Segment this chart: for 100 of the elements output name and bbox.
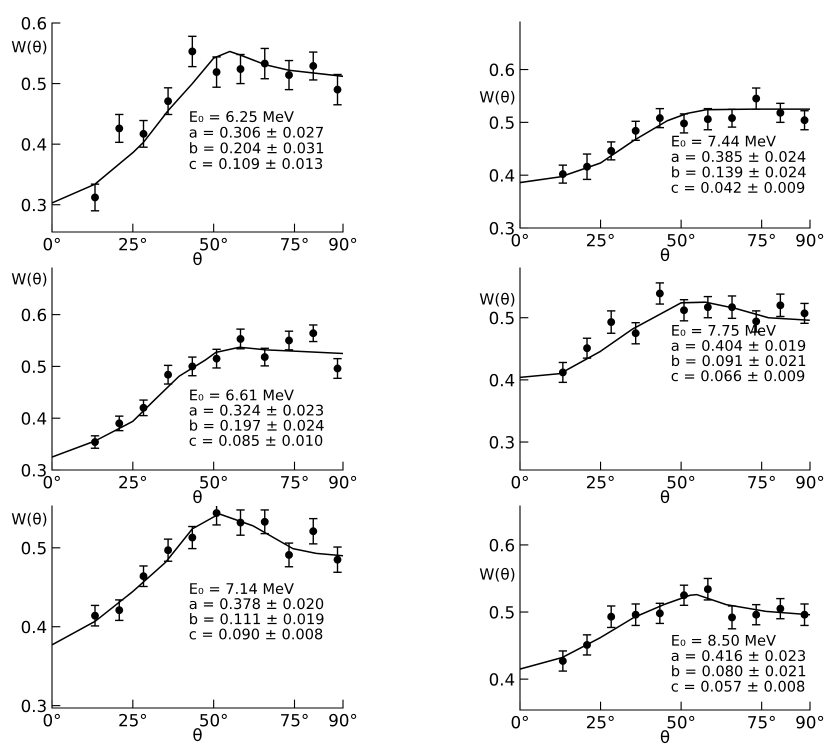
annotation: c = 0.042 ± 0.009	[672, 182, 804, 193]
x-tick-label: 75°	[748, 716, 775, 728]
point	[632, 610, 640, 619]
x-tick-label: 0°	[44, 476, 60, 488]
point	[91, 438, 99, 446]
annotation: c = 0.109 ± 0.013	[190, 158, 322, 170]
point	[236, 518, 244, 527]
point	[334, 556, 342, 564]
annotation: E₀ = 7.14 MeV	[190, 583, 294, 594]
point	[704, 585, 712, 594]
point	[334, 86, 342, 94]
y-axis-title: W(θ)	[12, 512, 46, 526]
x-tick-label: 50°	[668, 476, 694, 488]
y-tick-label: 0.6	[490, 538, 514, 552]
y-tick-label: 0.6	[22, 308, 46, 322]
point	[728, 303, 736, 312]
point	[800, 116, 808, 124]
x-tick-label: 0°	[512, 234, 528, 246]
point	[115, 419, 124, 428]
annotation: a = 0.416 ± 0.023	[672, 650, 806, 662]
point	[656, 290, 664, 298]
annotation: E₀ = 7.75 MeV	[672, 325, 776, 336]
y-tick-label: 0.4	[490, 673, 514, 686]
point	[558, 170, 567, 178]
point	[91, 612, 99, 620]
y-axis-title: W(θ)	[12, 40, 46, 54]
point	[656, 609, 664, 618]
annotation: a = 0.385 ± 0.024	[672, 151, 806, 162]
point	[260, 60, 269, 68]
point	[607, 146, 616, 155]
point	[656, 114, 664, 122]
y-tick-label: 0.5	[490, 116, 514, 129]
point	[752, 610, 760, 619]
x-axis-title: θ	[660, 490, 670, 504]
annotation: c = 0.066 ± 0.009	[672, 370, 804, 382]
x-tick-label: 50°	[200, 476, 227, 488]
point	[776, 301, 784, 310]
y-tick-label: 0.6	[490, 64, 514, 76]
point	[115, 124, 124, 132]
x-axis-title: θ	[193, 490, 202, 504]
point	[115, 606, 124, 614]
point	[632, 329, 640, 338]
x-tick-label: 50°	[668, 716, 694, 728]
y-tick-label: 0.6	[22, 16, 46, 30]
point	[140, 572, 148, 580]
x-tick-label: 25°	[119, 714, 146, 726]
y-axis-title: W(θ)	[12, 272, 46, 286]
annotation: b = 0.091 ± 0.021	[672, 354, 806, 366]
y-axis-title: W(θ)	[480, 568, 514, 582]
point	[212, 68, 221, 76]
point	[236, 65, 244, 73]
x-tick-label: 50°	[200, 238, 227, 250]
x-tick-label: 50°	[668, 234, 694, 246]
point	[728, 114, 736, 122]
point	[752, 318, 760, 326]
point	[800, 309, 808, 318]
point	[334, 364, 342, 372]
y-tick-label: 0.3	[22, 464, 46, 477]
x-tick-label: 25°	[587, 234, 614, 246]
x-tick-label: 50°	[200, 714, 227, 726]
y-tick-label: 0.5	[22, 542, 46, 554]
y-tick-label: 0.3	[490, 222, 514, 235]
point	[558, 368, 567, 376]
point	[776, 604, 784, 613]
point	[680, 591, 688, 600]
point	[164, 97, 172, 106]
x-tick-label: 90°	[796, 716, 824, 728]
y-tick-label: 0.4	[22, 620, 46, 634]
y-tick-label: 0.4	[490, 169, 514, 182]
annotation: b = 0.197 ± 0.024	[190, 420, 324, 431]
annotation: c = 0.090 ± 0.008	[190, 628, 322, 640]
y-axis-title: W(θ)	[480, 90, 514, 104]
point	[188, 362, 196, 370]
x-axis-title: θ	[193, 728, 202, 742]
y-tick-label: 0.5	[490, 606, 514, 619]
x-tick-label: 75°	[748, 476, 775, 488]
y-tick-label: 0.4	[22, 412, 46, 425]
annotation: a = 0.306 ± 0.027	[190, 126, 323, 138]
y-tick-label: 0.5	[22, 360, 46, 373]
annotation: c = 0.085 ± 0.010	[190, 434, 322, 446]
point	[188, 534, 196, 542]
y-tick-label: 0.3	[490, 436, 514, 449]
annotation: a = 0.378 ± 0.020	[190, 598, 324, 610]
point	[607, 612, 616, 621]
point	[583, 162, 591, 171]
y-tick-label: 0.5	[490, 312, 514, 324]
point	[752, 94, 760, 103]
point	[285, 550, 293, 559]
point	[285, 71, 293, 80]
point	[704, 115, 712, 124]
point	[212, 354, 221, 363]
point	[285, 336, 293, 344]
annotation: E₀ = 8.50 MeV	[672, 634, 776, 646]
annotation: E₀ = 7.44 MeV	[672, 136, 776, 147]
annotation: b = 0.204 ± 0.031	[190, 142, 324, 154]
y-tick-label: 0.4	[22, 138, 46, 151]
y-tick-label: 0.3	[22, 198, 46, 212]
x-tick-label: 75°	[281, 238, 308, 250]
x-tick-label: 75°	[281, 476, 308, 488]
point	[583, 640, 591, 649]
